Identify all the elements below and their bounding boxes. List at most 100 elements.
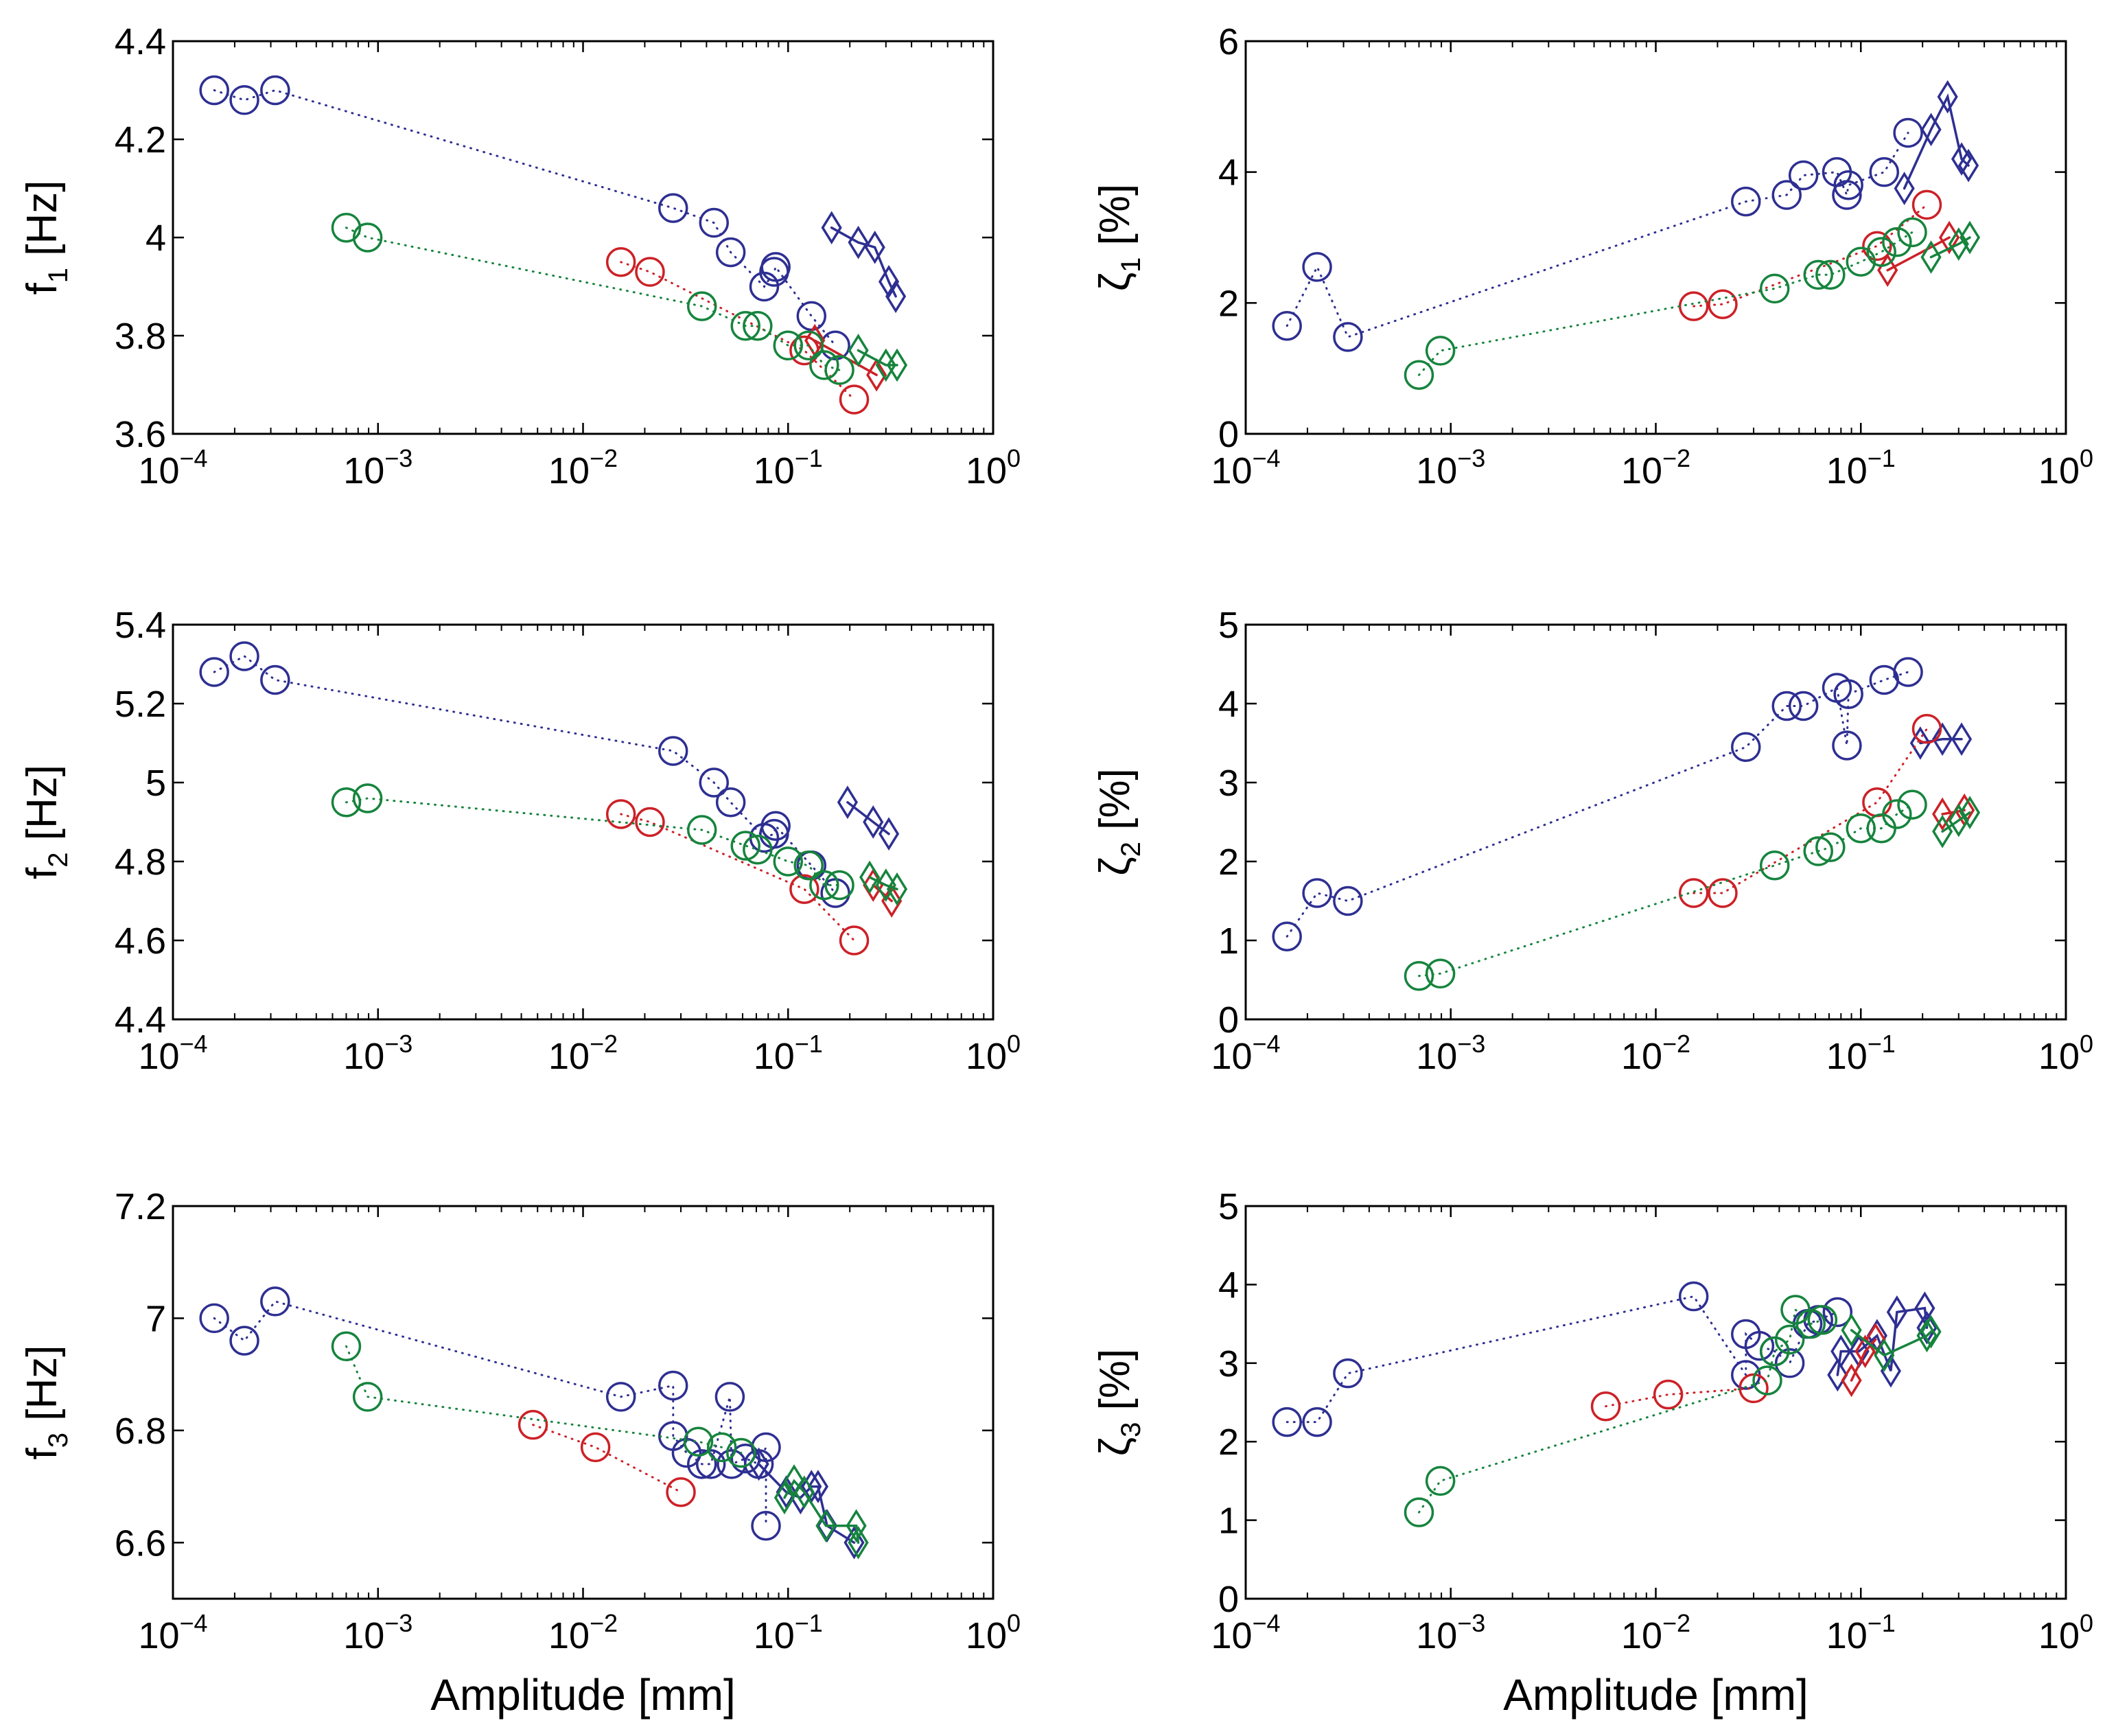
series-green-diamond: [859, 860, 908, 906]
data-point: [1869, 157, 1900, 187]
series-line: [1836, 1306, 1929, 1376]
y-tick-label: 7.2: [115, 1186, 166, 1227]
series-blue-circle: [1272, 657, 1923, 951]
data-point: [260, 1286, 290, 1317]
series-blue-diamond: [821, 211, 907, 314]
data-point: [1937, 80, 1958, 114]
data-point: [517, 1409, 548, 1440]
x-tick-label: 10−3: [343, 1030, 412, 1077]
series-line: [345, 227, 841, 371]
data-point: [199, 75, 229, 106]
x-tick-label: 100: [966, 444, 1021, 491]
data-point: [807, 1470, 828, 1503]
data-point: [1841, 1313, 1862, 1347]
data-point: [1807, 1305, 1838, 1335]
data-point: [1425, 958, 1456, 989]
y-tick-label: 0: [1218, 1579, 1239, 1620]
x-tick-label: 10−2: [1621, 1030, 1690, 1077]
y-tick-label: 6.8: [115, 1411, 166, 1452]
data-point: [886, 872, 908, 906]
y-tick-label: 5: [1218, 605, 1239, 646]
chart-f3: 10−4 10−3 10−2 10−1 100 6.6 6.8 7 7.2 f3 [Hz] Ampl…: [19, 1186, 1021, 1720]
data-point: [864, 230, 885, 264]
data-point: [1822, 1297, 1853, 1328]
chart-f2: 10−4 10−3 10−2 10−1 100 4.4 4.6 4.8 5 5.2 5.4 f2 [H…: [19, 605, 1021, 1077]
data-point: [783, 1464, 805, 1498]
data-point: [635, 257, 665, 287]
x-tick-label: 10−4: [1211, 1030, 1280, 1077]
series-line: [213, 89, 837, 347]
data-point: [1832, 180, 1862, 210]
data-point: [1948, 803, 1969, 837]
data-point: [580, 1432, 611, 1463]
data-point: [1830, 1334, 1852, 1368]
data-point: [760, 811, 791, 841]
data-point: [1862, 231, 1892, 262]
data-point: [809, 350, 839, 380]
data-point: [1404, 1497, 1434, 1527]
series-blue-circle: [199, 75, 850, 361]
data-point: [1815, 259, 1846, 290]
chart-f1: 10−4 10−3 10−2 10−1 100 3.6 3.8 4 4.2 4.4 f1 [Hz]: [19, 21, 1021, 491]
series-line: [1605, 1387, 1755, 1408]
y-tick-label: 3: [1218, 763, 1239, 804]
data-point: [331, 1331, 362, 1362]
data-point: [1795, 1308, 1826, 1339]
data-point: [1939, 220, 1960, 255]
data-point: [1771, 691, 1802, 721]
series-green-diamond: [1932, 796, 1981, 848]
data-point: [686, 1449, 717, 1479]
data-point: [1815, 832, 1846, 863]
x-tick-label: 100: [2038, 1609, 2093, 1656]
data-point: [821, 211, 842, 245]
x-tick-label: 100: [2038, 444, 2093, 491]
data-point: [837, 785, 858, 820]
x-axis-label: Amplitude [mm]: [1503, 1670, 1809, 1720]
y-tick-label: 4.4: [115, 21, 166, 62]
data-point: [666, 1477, 696, 1507]
y-tick-label: 4: [1218, 152, 1239, 194]
data-point: [844, 1525, 865, 1560]
data-point: [1916, 1319, 1938, 1353]
data-point: [1886, 1295, 1907, 1329]
y-axis-label: ζ3 [%]: [1091, 1349, 1146, 1456]
data-point: [229, 1326, 259, 1356]
data-point: [1866, 237, 1896, 267]
data-point: [815, 1509, 837, 1543]
data-point: [1404, 961, 1434, 991]
data-point: [1653, 1379, 1684, 1410]
data-point: [1272, 310, 1302, 341]
data-point: [1959, 220, 1981, 255]
x-tick-label: 10−4: [138, 1609, 207, 1656]
y-tick-label: 0: [1218, 999, 1239, 1041]
data-point: [229, 85, 259, 115]
data-point: [773, 330, 803, 361]
x-tick-label: 10−4: [138, 1030, 207, 1077]
data-point: [658, 1370, 688, 1401]
data-point: [686, 291, 717, 321]
plot-area: [1272, 1281, 1942, 1527]
data-point: [774, 1481, 795, 1515]
data-point: [875, 868, 896, 902]
data-point: [751, 1511, 781, 1541]
data-point: [1897, 217, 1927, 248]
data-point: [1920, 240, 1942, 274]
x-tick-label: 10−4: [1211, 444, 1280, 491]
data-point: [1827, 1358, 1848, 1392]
series-green-circle: [331, 783, 854, 901]
chart-zeta1: 10−4 10−3 10−2 10−1 100 0 2 4 6 ζ1 [%]: [1091, 21, 2093, 491]
x-tick-label: 10−1: [754, 1609, 823, 1656]
data-point: [1731, 732, 1761, 762]
series-green-circle: [331, 1331, 756, 1468]
data-point: [1803, 836, 1833, 866]
series-line: [1886, 236, 1951, 272]
x-tick-label: 10−2: [1621, 1609, 1690, 1656]
y-tick-label: 5.4: [115, 605, 166, 646]
series-line: [1903, 93, 1970, 190]
data-point: [1882, 227, 1912, 257]
data-point: [1744, 1330, 1775, 1361]
data-point: [1959, 796, 1981, 830]
data-point: [699, 767, 729, 798]
series-green-circle: [1404, 217, 1927, 390]
